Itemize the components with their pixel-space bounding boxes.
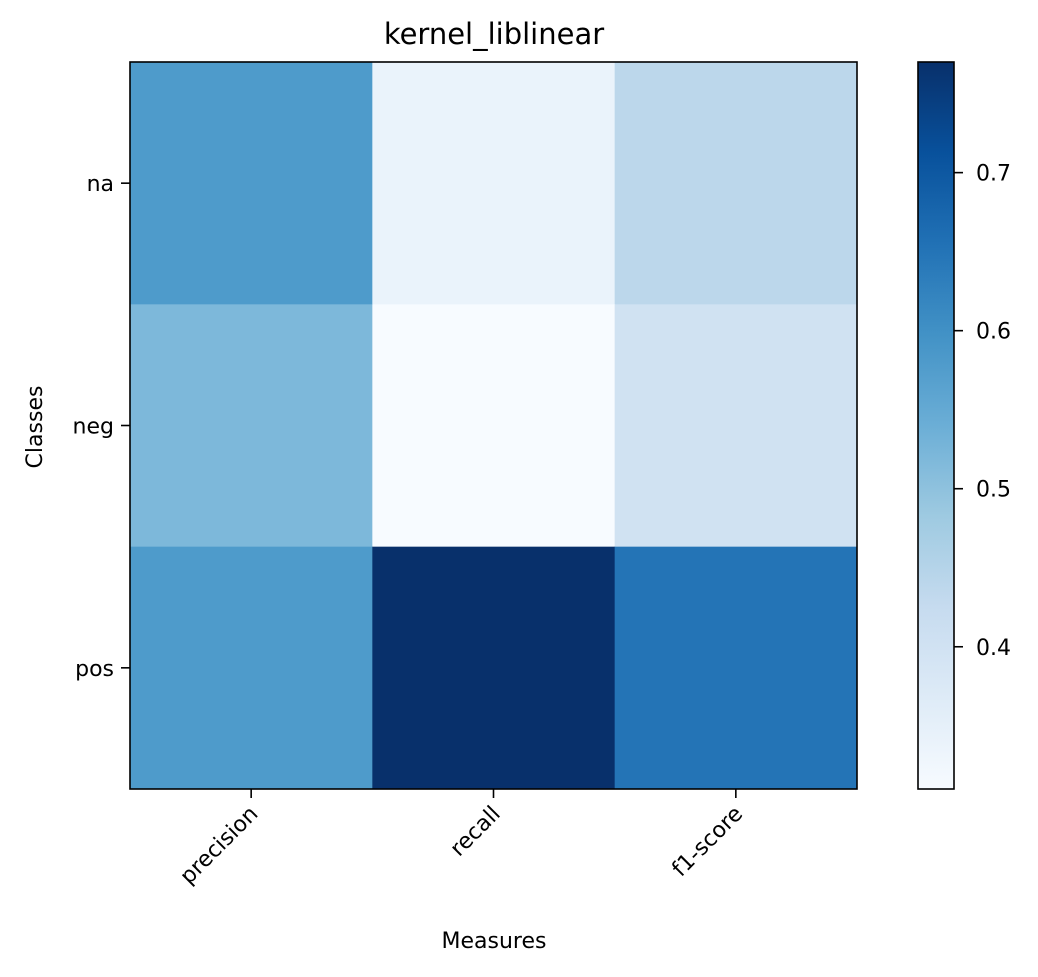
y-tick-label: pos	[75, 657, 114, 682]
heatmap-cell-neg-recall	[372, 304, 616, 548]
heatmap-cell-na-recall	[372, 62, 616, 305]
y-tick-label: na	[87, 172, 114, 197]
colorbar-tick-label: 0.6	[976, 320, 1011, 345]
x-axis-label: Measures	[442, 929, 547, 954]
y-tick-label: neg	[73, 415, 114, 440]
heatmap-cells	[130, 62, 858, 790]
heatmap-cell-pos-recall	[372, 546, 616, 790]
heatmap-cell-pos-f1-score	[614, 546, 858, 790]
x-tick-label: f1-score	[668, 802, 748, 882]
heatmap-cell-neg-precision	[130, 304, 373, 548]
y-axis-label: Classes	[23, 386, 48, 469]
heatmap-cell-na-f1-score	[614, 62, 858, 305]
colorbar-tick-label: 0.5	[976, 478, 1011, 503]
colorbar-ticks: 0.4 0.5 0.6 0.7	[954, 162, 1011, 661]
y-axis-ticks: na neg pos	[73, 172, 130, 682]
colorbar-tick-label: 0.7	[976, 162, 1011, 187]
x-tick-label: recall	[446, 802, 506, 862]
colorbar	[917, 61, 955, 790]
chart-title: kernel_liblinear	[384, 17, 604, 51]
colorbar-tick-label: 0.4	[976, 636, 1011, 661]
heatmap-cell-pos-precision	[130, 546, 373, 790]
heatmap-cell-neg-f1-score	[614, 304, 858, 548]
x-tick-label: precision	[176, 802, 264, 890]
x-axis-ticks: precision recall f1-score	[176, 789, 748, 890]
heatmap-cell-na-precision	[130, 62, 373, 305]
